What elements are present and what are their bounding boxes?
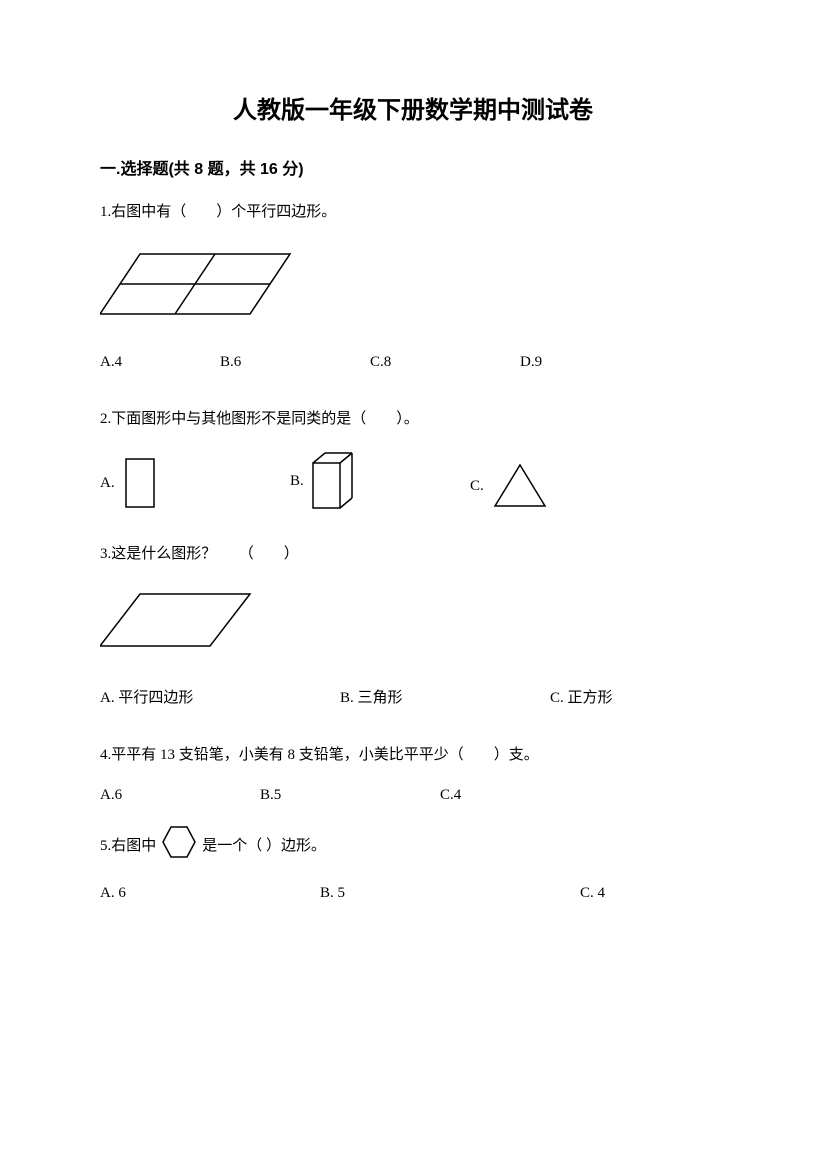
- q2-option-b: B.: [290, 451, 470, 511]
- q4-option-b: B.5: [260, 787, 440, 804]
- q2-options: A. B. C.: [100, 451, 726, 511]
- q5-text: 5.右图中 是一个（ ）边形。: [100, 824, 726, 865]
- q2-text: 2.下面图形中与其他图形不是同类的是（ ）。: [100, 406, 726, 433]
- q1-option-d: D.9: [520, 354, 542, 371]
- rectangle-icon: [121, 456, 161, 511]
- q2-c-label: C.: [470, 478, 484, 495]
- q2-b-label: B.: [290, 473, 304, 490]
- cuboid-icon: [310, 451, 365, 511]
- q4-option-a: A.6: [100, 787, 260, 804]
- q1-option-b: B.6: [220, 354, 370, 371]
- q3-text: 3.这是什么图形？ （ ）: [100, 541, 726, 568]
- q3-figure: [100, 586, 726, 661]
- q3-option-c: C. 正方形: [550, 686, 613, 707]
- q4-option-c: C.4: [440, 787, 461, 804]
- q1-figure: [100, 244, 726, 329]
- q2-option-c: C.: [470, 461, 550, 511]
- q2-a-label: A.: [100, 475, 115, 492]
- q4-text: 4.平平有 13 支铅笔，小美有 8 支铅笔，小美比平平少（ ）支。: [100, 742, 726, 769]
- q5-pre: 5.右图中: [100, 834, 156, 855]
- q3-option-b: B. 三角形: [340, 686, 550, 707]
- q5-option-a: A. 6: [100, 885, 320, 902]
- triangle-icon: [490, 461, 550, 511]
- q1-option-c: C.8: [370, 354, 520, 371]
- q3-option-a: A. 平行四边形: [100, 686, 340, 707]
- hexagon-icon: [160, 824, 198, 865]
- q3-options: A. 平行四边形 B. 三角形 C. 正方形: [100, 686, 726, 707]
- q5-post: 是一个（ ）边形。: [202, 834, 326, 855]
- q1-options: A.4 B.6 C.8 D.9: [100, 354, 726, 371]
- q1-option-a: A.4: [100, 354, 220, 371]
- q1-text: 1.右图中有（ ）个平行四边形。: [100, 199, 726, 226]
- page-title: 人教版一年级下册数学期中测试卷: [100, 90, 726, 125]
- section-header: 一.选择题(共 8 题，共 16 分): [100, 155, 726, 179]
- q5-options: A. 6 B. 5 C. 4: [100, 885, 726, 902]
- q5-option-c: C. 4: [580, 885, 605, 902]
- q4-options: A.6 B.5 C.4: [100, 787, 726, 804]
- q5-option-b: B. 5: [320, 885, 580, 902]
- q2-option-a: A.: [100, 456, 290, 511]
